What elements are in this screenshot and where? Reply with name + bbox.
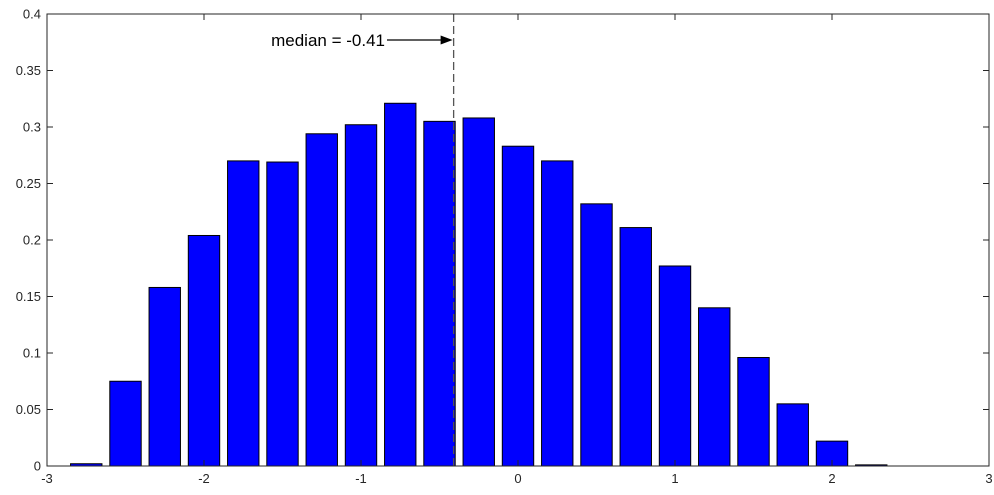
x-tick-label: 1 — [671, 471, 678, 486]
y-axis-ticks: 0 0.05 0.1 0.15 0.2 0.25 0.3 0.35 0.4 — [16, 7, 989, 474]
y-tick-label: 0.2 — [23, 233, 41, 248]
y-tick-label: 0.05 — [16, 402, 41, 417]
y-tick-label: 0.35 — [16, 63, 41, 78]
bar — [815, 440, 849, 467]
bar — [227, 160, 260, 467]
median-arrow-head — [440, 35, 453, 45]
x-tick-label: 0 — [514, 471, 521, 486]
bar — [698, 307, 731, 467]
x-tick-label: 2 — [828, 471, 835, 486]
x-tick-label: -2 — [198, 471, 210, 486]
bar — [541, 160, 574, 467]
median-label: median = -0.41 — [271, 31, 385, 50]
bar — [344, 124, 378, 467]
bar — [187, 234, 221, 467]
bar — [109, 380, 142, 467]
y-tick-label: 0.1 — [23, 346, 41, 361]
bar — [384, 102, 417, 467]
y-tick-label: 0 — [34, 459, 41, 474]
bar — [423, 120, 456, 467]
median-annotation: median = -0.41 — [271, 14, 455, 466]
bar — [148, 286, 181, 467]
bar — [266, 161, 299, 467]
bar — [776, 403, 809, 467]
y-tick-label: 0.3 — [23, 120, 41, 135]
y-tick-label: 0.25 — [16, 176, 41, 191]
x-axis-ticks: -3 -2 -1 0 1 2 3 — [41, 14, 993, 486]
bars-group — [70, 102, 888, 467]
bar — [501, 145, 535, 467]
x-tick-label: -3 — [41, 471, 53, 486]
bar — [619, 227, 652, 467]
bar — [737, 357, 770, 467]
x-tick-label: 3 — [985, 471, 992, 486]
bar — [305, 133, 338, 467]
bar — [462, 117, 495, 467]
x-tick-label: -1 — [355, 471, 367, 486]
y-tick-label: 0.15 — [16, 289, 41, 304]
bar — [580, 203, 613, 467]
bar — [658, 265, 692, 467]
y-tick-label: 0.4 — [23, 7, 41, 22]
